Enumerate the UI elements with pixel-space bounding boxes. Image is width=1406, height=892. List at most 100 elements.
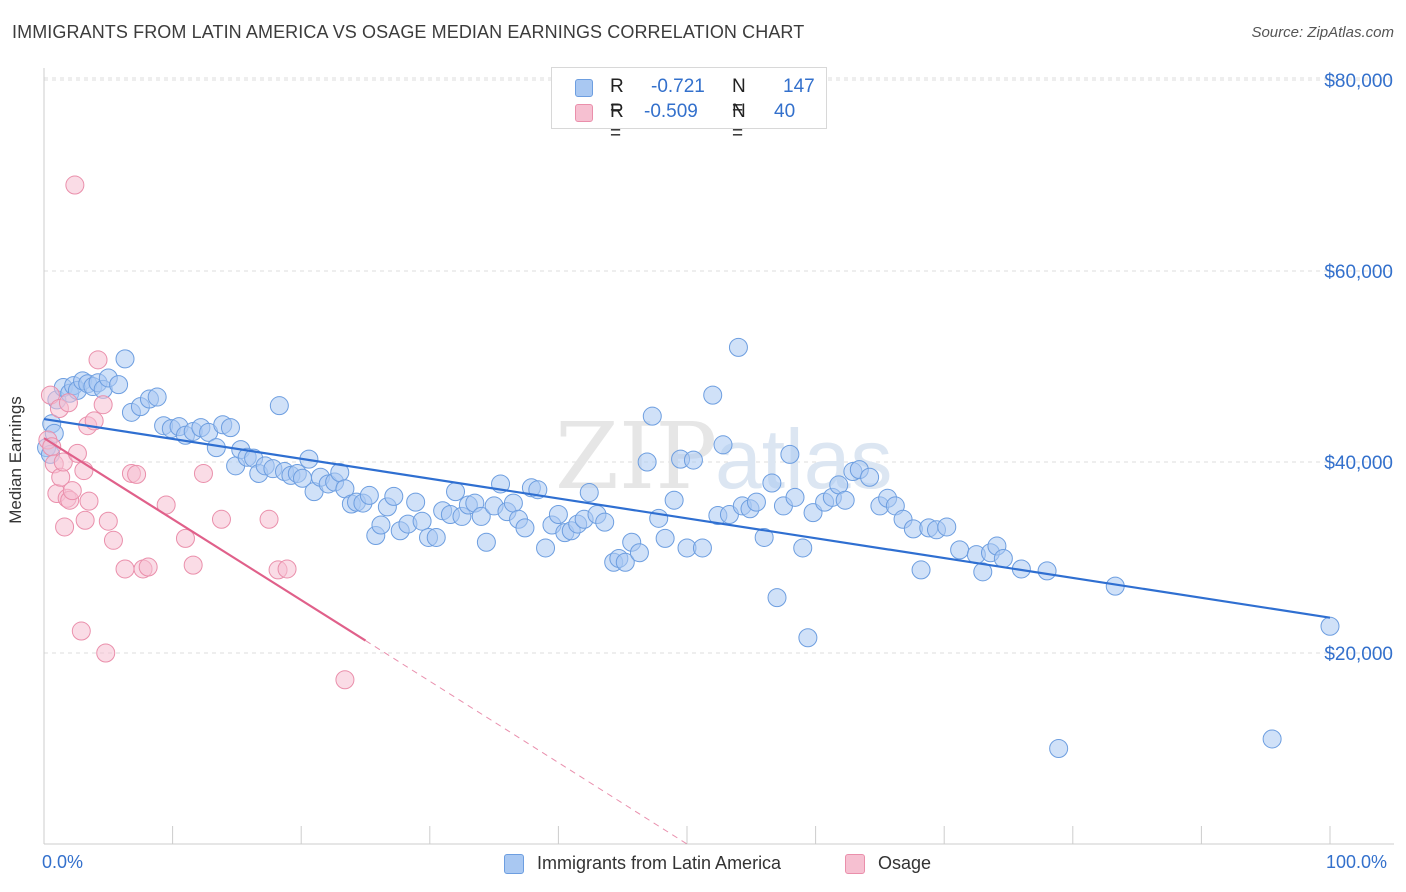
- data-point: [1037, 561, 1057, 581]
- data-point: [476, 532, 496, 552]
- data-point: [754, 527, 774, 547]
- data-point: [767, 588, 787, 608]
- data-point: [109, 375, 129, 395]
- legend-swatch-immigrants: [575, 79, 593, 97]
- chart-title: IMMIGRANTS FROM LATIN AMERICA VS OSAGE M…: [12, 22, 805, 42]
- data-point: [98, 511, 118, 531]
- data-point: [115, 559, 135, 579]
- data-point: [629, 543, 649, 563]
- y-tick-label: $80,000: [1324, 71, 1393, 92]
- data-point: [277, 559, 297, 579]
- data-point: [220, 418, 240, 438]
- data-point: [835, 490, 855, 510]
- n-value: 40: [774, 101, 796, 122]
- data-point: [55, 517, 75, 537]
- data-point: [950, 540, 970, 560]
- data-point: [384, 486, 404, 506]
- y-tick-label: $40,000: [1324, 453, 1393, 474]
- data-point: [40, 385, 60, 405]
- data-point: [335, 670, 355, 690]
- data-point: [58, 393, 78, 413]
- data-point: [446, 482, 466, 502]
- y-tick-labels: $20,000 $40,000 $60,000 $80,000: [1324, 71, 1393, 665]
- chart-source: Source: ZipAtlas.com: [1251, 24, 1394, 41]
- data-point: [548, 505, 568, 525]
- data-point: [713, 435, 733, 455]
- data-point: [371, 515, 391, 535]
- data-point: [536, 538, 556, 558]
- data-point: [798, 628, 818, 648]
- data-point: [471, 506, 491, 526]
- data-point: [269, 396, 289, 416]
- correlation-legend: R = -0.721 N = 147 R = -0.509 N = 40: [551, 67, 827, 144]
- data-point: [1049, 739, 1069, 758]
- x-tick-max: 100.0%: [1326, 852, 1388, 872]
- data-point: [211, 509, 231, 529]
- data-point: [259, 509, 279, 529]
- data-point: [655, 528, 675, 548]
- data-point: [88, 350, 108, 370]
- data-point: [515, 518, 535, 538]
- trend-lines: [43, 417, 1331, 845]
- data-point: [973, 562, 993, 582]
- data-point: [147, 387, 167, 407]
- data-point: [503, 493, 523, 513]
- data-point: [728, 337, 748, 357]
- data-point: [642, 406, 662, 426]
- data-point: [579, 483, 599, 503]
- data-point: [595, 512, 615, 532]
- data-point: [75, 510, 95, 530]
- data-point: [359, 485, 379, 505]
- data-point: [53, 452, 73, 472]
- data-point: [785, 487, 805, 507]
- trend-line-extrapolated: [365, 640, 688, 845]
- y-tick-label: $20,000: [1324, 644, 1393, 665]
- watermark-atlas: atlas: [715, 412, 892, 506]
- r-value: -0.721: [651, 76, 705, 97]
- trend-line: [43, 417, 1331, 619]
- data-point: [615, 552, 635, 572]
- data-point: [426, 527, 446, 547]
- y-tick-label: $60,000: [1324, 262, 1393, 283]
- n-label: N =: [732, 76, 746, 119]
- data-point: [115, 349, 135, 369]
- data-point: [65, 175, 85, 195]
- data-point: [79, 491, 99, 511]
- data-point: [62, 481, 82, 501]
- data-point: [911, 560, 931, 580]
- data-point: [937, 517, 957, 537]
- trend-line: [43, 437, 367, 642]
- data-point: [703, 385, 723, 405]
- data-point: [175, 528, 195, 548]
- legend-label-osage: Osage: [878, 853, 932, 873]
- data-point: [193, 463, 213, 483]
- data-point: [1320, 616, 1340, 636]
- r-value: -0.509: [644, 101, 698, 122]
- data-point: [96, 643, 116, 663]
- data-point: [793, 538, 813, 558]
- data-point: [664, 490, 684, 510]
- legend-swatch-osage: [575, 104, 593, 122]
- data-point: [637, 452, 657, 472]
- data-point: [692, 538, 712, 558]
- y-axis-label: Median Earnings: [6, 396, 25, 524]
- data-point: [71, 621, 91, 641]
- data-point: [412, 511, 432, 531]
- data-point: [183, 555, 203, 575]
- legend-swatch-osage: [845, 854, 865, 874]
- data-point: [1262, 729, 1282, 749]
- legend-swatch-immigrants: [504, 854, 524, 874]
- data-point: [406, 492, 426, 512]
- n-label: N =: [732, 101, 746, 144]
- data-point: [860, 467, 880, 487]
- data-point: [93, 395, 113, 415]
- data-point: [780, 444, 800, 464]
- r-label: R =: [610, 76, 624, 119]
- n-value: 147: [783, 76, 815, 97]
- r-label: R =: [610, 101, 624, 144]
- data-point: [993, 548, 1013, 568]
- data-point: [103, 530, 123, 550]
- data-point: [683, 450, 703, 470]
- data-point: [138, 557, 158, 577]
